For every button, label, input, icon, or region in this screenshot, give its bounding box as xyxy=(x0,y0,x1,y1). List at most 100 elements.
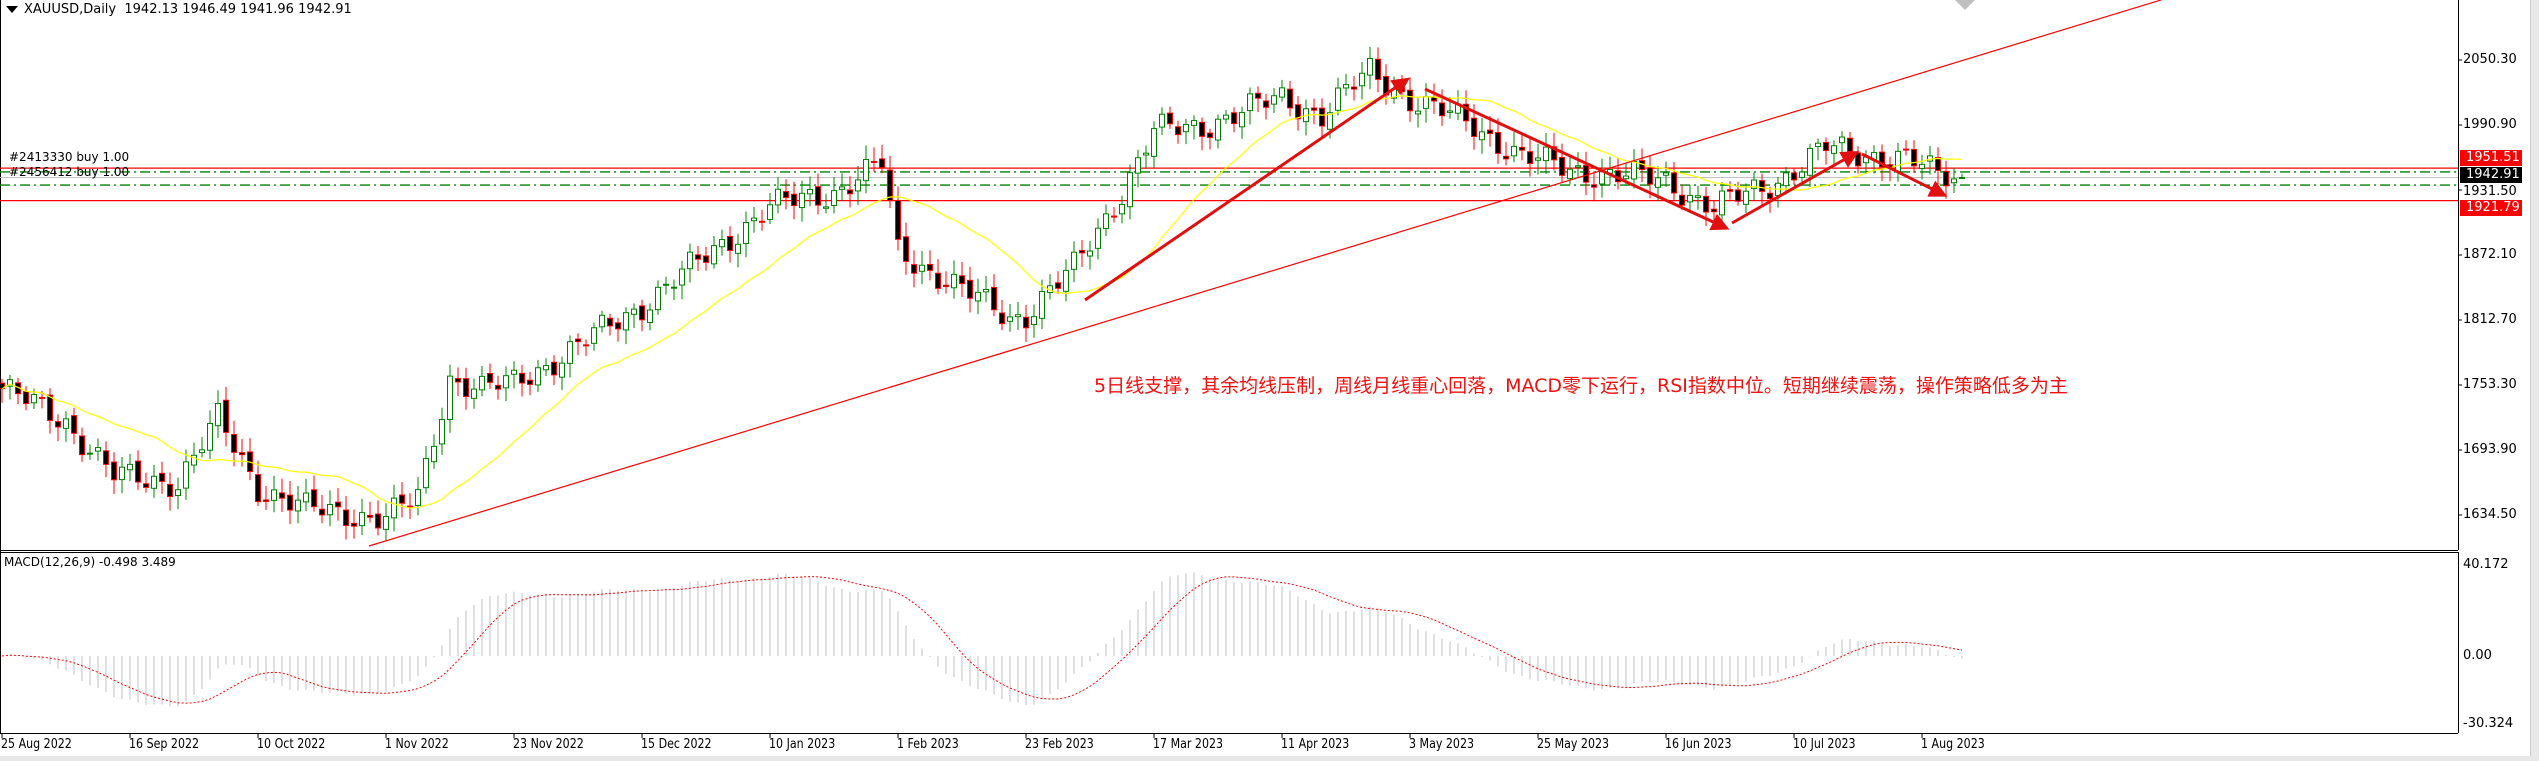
price-tick: 1872.10 xyxy=(2463,247,2517,262)
trend-arrow xyxy=(1084,77,1410,302)
bull-candle xyxy=(647,309,653,323)
bull-candle xyxy=(855,179,861,192)
bull-candle xyxy=(975,291,981,302)
price-tick: 1634.50 xyxy=(2463,507,2517,522)
bear-candle xyxy=(311,489,317,508)
price-tick: 1990.90 xyxy=(2463,117,2517,132)
bear-candle xyxy=(911,264,917,274)
bull-candle xyxy=(775,188,781,206)
bear-candle xyxy=(1583,164,1589,183)
symbol-timeframe: XAUUSD,Daily xyxy=(24,2,117,17)
bull-candle xyxy=(631,308,637,315)
bull-candle xyxy=(87,452,93,455)
bear-candle xyxy=(335,501,341,508)
bear-candle xyxy=(927,263,933,271)
bull-candle xyxy=(1567,168,1573,180)
bull-candle xyxy=(599,314,605,328)
bull-candle xyxy=(1335,87,1341,111)
bear-candle xyxy=(1311,107,1317,111)
bear-candle xyxy=(1711,208,1717,213)
bear-candle xyxy=(1591,184,1597,188)
bear-candle xyxy=(1175,126,1181,136)
bull-candle xyxy=(479,375,485,391)
collapse-triangle-icon[interactable] xyxy=(6,6,18,13)
bear-candle xyxy=(255,474,261,503)
bear-candle xyxy=(999,312,1005,325)
bear-candle xyxy=(967,279,973,299)
bull-candle xyxy=(1743,190,1749,205)
bull-candle xyxy=(295,499,301,512)
bear-candle xyxy=(1879,151,1885,168)
bear-candle xyxy=(23,391,29,404)
bear-candle xyxy=(1503,155,1509,160)
date-tick: 16 Sep 2022 xyxy=(129,737,200,752)
bear-candle xyxy=(887,169,893,202)
bull-candle xyxy=(271,489,277,501)
bear-candle xyxy=(551,361,557,376)
bottom-bar xyxy=(0,756,2539,761)
bear-candle xyxy=(231,434,237,453)
bear-candle xyxy=(847,189,853,195)
bear-candle xyxy=(111,461,117,481)
bull-candle xyxy=(743,221,749,244)
bear-candle xyxy=(935,272,941,289)
bear-candle xyxy=(47,394,53,421)
bull-candle xyxy=(383,516,389,530)
price-tag-bid: 1942.91 xyxy=(2460,167,2522,183)
bear-candle xyxy=(1463,103,1469,122)
date-tick: 11 Apr 2023 xyxy=(1281,737,1350,752)
bull-candle xyxy=(807,188,813,195)
bull-candle xyxy=(1183,124,1189,133)
bull-candle xyxy=(1511,145,1517,157)
date-tick: 25 Aug 2022 xyxy=(1,737,72,752)
bull-candle xyxy=(431,445,437,463)
right-scroll-panel[interactable] xyxy=(2530,0,2539,761)
bull-candle xyxy=(735,243,741,254)
bear-candle xyxy=(1287,88,1293,109)
bear-candle xyxy=(1399,87,1405,93)
bull-candle xyxy=(7,379,13,387)
bear-candle xyxy=(463,378,469,397)
bear-candle xyxy=(1375,58,1381,80)
date-tick: 17 Mar 2023 xyxy=(1153,737,1224,752)
bear-candle xyxy=(695,254,701,260)
bull-candle xyxy=(1143,152,1149,156)
bull-candle xyxy=(567,341,573,364)
bear-candle xyxy=(1351,86,1357,90)
bull-candle xyxy=(1039,291,1045,319)
bear-candle xyxy=(903,236,909,262)
bear-candle xyxy=(1519,146,1525,151)
bear-candle xyxy=(1111,215,1117,218)
bull-candle xyxy=(207,422,213,451)
bear-candle xyxy=(783,191,789,199)
bear-candle xyxy=(1727,189,1733,192)
bull-candle xyxy=(951,273,957,289)
bull-candle xyxy=(1015,314,1021,318)
bear-candle xyxy=(1263,100,1269,108)
bull-candle xyxy=(1215,118,1221,141)
bear-candle xyxy=(495,384,501,390)
bear-candle xyxy=(1471,117,1477,137)
bull-candle xyxy=(1839,136,1845,144)
bear-candle xyxy=(103,450,109,465)
chart-shift-marker[interactable] xyxy=(1955,0,1975,10)
chart-header: XAUUSD,Daily 1942.13 1946.49 1941.96 194… xyxy=(6,2,352,17)
bull-candle xyxy=(919,264,925,272)
bear-candle xyxy=(1495,132,1501,154)
macd-tick: -30.324 xyxy=(2463,716,2514,731)
bull-candle xyxy=(391,497,397,519)
bull-candle xyxy=(1271,95,1277,105)
bull-candle xyxy=(1663,172,1669,176)
bear-candle xyxy=(1735,189,1741,202)
bear-candle xyxy=(375,513,381,529)
date-tick: 1 Nov 2022 xyxy=(385,737,449,752)
bull-candle xyxy=(1327,112,1333,130)
bull-candle xyxy=(31,394,37,404)
bear-candle xyxy=(0,382,5,390)
bull-candle xyxy=(831,190,837,207)
bear-candle xyxy=(223,399,229,433)
bear-candle xyxy=(263,499,269,502)
bull-candle xyxy=(1543,146,1549,162)
bull-candle xyxy=(1103,213,1109,230)
